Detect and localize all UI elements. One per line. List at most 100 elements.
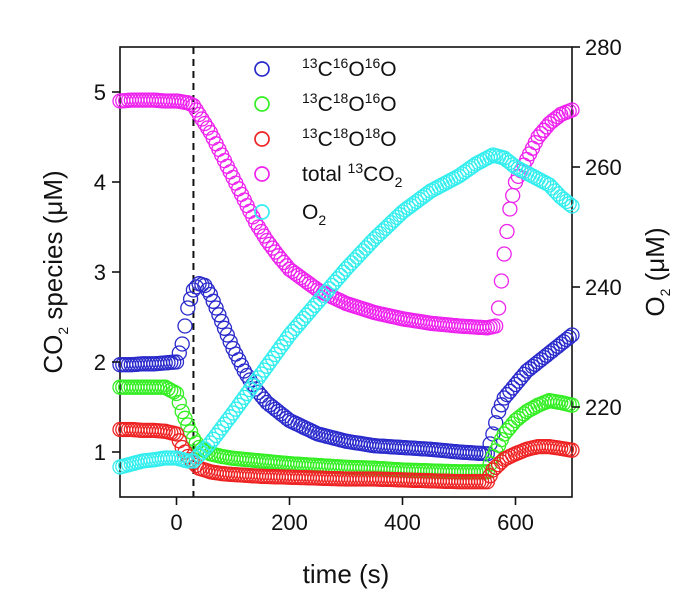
point-o2-120 <box>451 168 467 184</box>
point-o2-124 <box>462 160 478 176</box>
point-c18o16o-23 <box>177 410 193 426</box>
point-o2-43 <box>233 393 250 409</box>
legend-marker-o2 <box>254 204 270 220</box>
point-c16o16o-158 <box>558 331 575 348</box>
x-tick-label-600: 600 <box>497 510 534 535</box>
legend-label-c18o18o: 13C18O18O <box>302 125 397 151</box>
point-total13co2-154 <box>547 111 563 127</box>
point-c18o18o-135 <box>493 454 510 470</box>
point-total13co2-28 <box>191 106 207 123</box>
point-o2-86 <box>355 243 371 259</box>
point-c18o18o-160 <box>564 442 580 458</box>
point-o2-153 <box>544 180 560 196</box>
point-o2-83 <box>346 252 363 268</box>
legend-item-o2: O2 <box>254 201 326 228</box>
point-total13co2-50 <box>253 223 269 240</box>
point-o2-58 <box>276 335 292 351</box>
point-o2-55 <box>267 346 284 363</box>
point-o2-90 <box>366 231 382 247</box>
point-total13co2-43 <box>233 186 250 203</box>
point-o2-85 <box>352 246 368 262</box>
point-c18o16o-142 <box>513 408 529 424</box>
point-o2-82 <box>343 255 360 271</box>
point-o2-88 <box>360 237 377 253</box>
point-c16o16o-33 <box>205 293 221 309</box>
axes-layer: 0 200 400 600 1 2 3 4 5 220 240 260 280 <box>94 35 622 535</box>
point-o2-108 <box>417 187 433 203</box>
point-o2-89 <box>363 234 380 250</box>
point-o2-29 <box>194 444 210 460</box>
point-total13co2-51 <box>256 228 272 244</box>
point-c16o16o-36 <box>214 313 230 330</box>
y-left-tick-label-2: 2 <box>94 350 106 375</box>
y-right-tick-label-220: 220 <box>585 395 622 420</box>
legend-item-c18o16o: 13C18O16O <box>254 90 397 116</box>
point-o2-41 <box>228 401 244 417</box>
point-c18o16o-139 <box>505 416 521 432</box>
point-total13co2-135 <box>493 273 510 289</box>
x-tick-label-0: 0 <box>170 510 182 535</box>
point-o2-39 <box>222 409 238 425</box>
point-c16o16o-23 <box>177 318 193 334</box>
y-left-tick-label-3: 3 <box>94 260 106 285</box>
x-axis-title: time (s) <box>303 559 390 589</box>
point-o2-160 <box>564 198 580 214</box>
point-c16o16o-58 <box>276 408 292 424</box>
point-o2-26 <box>185 453 202 469</box>
point-total13co2-134 <box>490 300 507 316</box>
point-o2-154 <box>547 183 563 199</box>
series-total13co2 <box>112 92 580 336</box>
point-c16o16o-20 <box>168 354 185 370</box>
point-total13co2-25 <box>182 96 199 112</box>
legend-label-total13co2: total 13CO2 <box>302 160 403 190</box>
point-o2-47 <box>245 378 261 394</box>
y-right-tick-label-260: 260 <box>585 155 622 180</box>
point-o2-159 <box>561 196 577 212</box>
point-total13co2-136 <box>496 246 512 262</box>
point-c18o18o-132 <box>485 462 501 478</box>
legend-marker-total13co2 <box>254 166 270 182</box>
point-c16o16o-21 <box>171 345 187 361</box>
series-c18o18o <box>112 421 580 490</box>
point-c16o16o-39 <box>222 334 238 350</box>
point-o2-97 <box>386 212 402 228</box>
point-c16o16o-22 <box>174 336 190 352</box>
point-c16o16o-143 <box>516 366 532 383</box>
point-total13co2-35 <box>211 141 227 158</box>
point-o2-138 <box>502 154 518 171</box>
point-c16o16o-30 <box>197 277 213 294</box>
y-left-tick-label-5: 5 <box>94 80 106 105</box>
point-o2-87 <box>358 240 374 256</box>
legend-marker-c16o16o <box>254 61 270 77</box>
point-c16o16o-38 <box>219 327 235 343</box>
point-o2-28 <box>191 447 207 463</box>
point-c18o16o-24 <box>180 417 196 433</box>
point-o2-158 <box>558 193 575 210</box>
point-o2-42 <box>231 397 247 413</box>
point-o2-46 <box>242 381 258 398</box>
point-o2-45 <box>239 385 255 402</box>
legend-marker-c18o16o <box>254 96 270 112</box>
point-o2-155 <box>550 186 566 202</box>
series-o2 <box>112 147 580 475</box>
point-total13co2-137 <box>499 223 515 240</box>
point-o2-56 <box>270 342 286 359</box>
point-o2-91 <box>369 228 385 244</box>
point-c16o16o-32 <box>202 286 219 303</box>
point-o2-49 <box>250 370 267 386</box>
point-o2-44 <box>236 389 252 406</box>
x-tick-label-200: 200 <box>271 510 308 535</box>
point-total13co2-39 <box>222 164 238 180</box>
point-total13co2-160 <box>564 102 580 118</box>
point-c16o16o-44 <box>236 363 252 379</box>
y-axis-right-title: O2 (μM) <box>640 227 673 316</box>
point-o2-57 <box>273 339 289 355</box>
point-o2-94 <box>377 220 394 236</box>
point-c18o16o-21 <box>171 394 187 411</box>
legend-label-o2: O2 <box>302 201 326 228</box>
y-left-tick-label-1: 1 <box>94 440 106 465</box>
point-total13co2-52 <box>259 232 275 249</box>
point-o2-53 <box>262 354 278 370</box>
point-total13co2-54 <box>264 240 281 256</box>
point-o2-123 <box>459 162 476 178</box>
